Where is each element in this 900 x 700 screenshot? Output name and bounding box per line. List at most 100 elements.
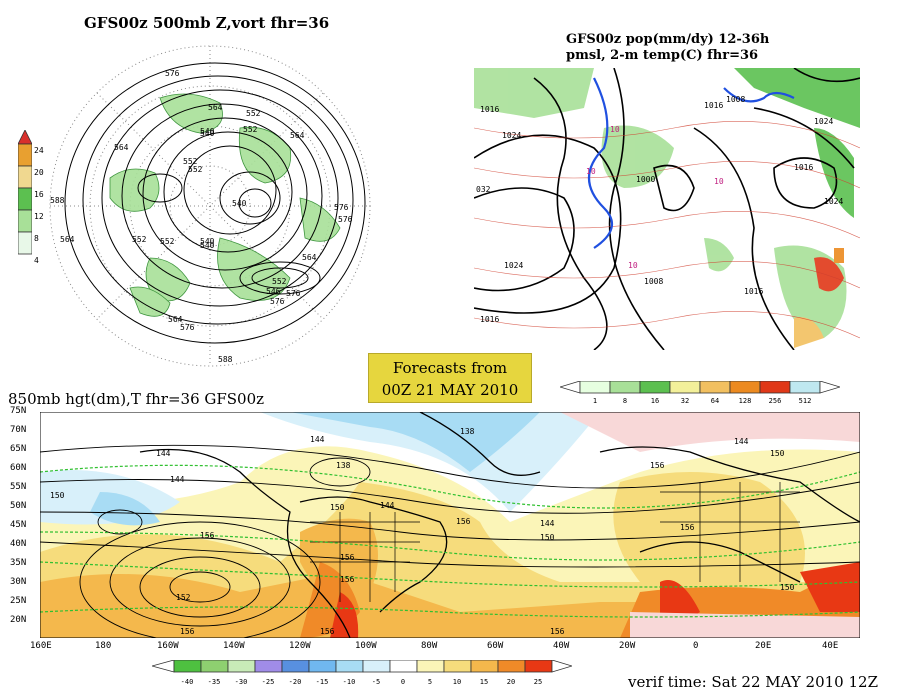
precip-label: 1024 <box>814 117 833 126</box>
h850-contour-labels: 144 144 150 156 152 156 138 144 150 156 … <box>50 427 795 636</box>
lon-label: 40E <box>822 641 839 651</box>
colorbar-tick: 20 <box>34 168 44 177</box>
lon-label: 80W <box>421 641 438 651</box>
h850-label: 144 <box>170 475 185 484</box>
precip-panel-title-1: GFS00z pop(mm/dy) 12-36h <box>566 32 770 47</box>
lon-label: 140W <box>223 641 245 651</box>
polar-contour-labels: 576 564 552 540 552 540 564 576 552 564 … <box>50 69 353 364</box>
forecast-banner: Forecasts from 00Z 21 MAY 2010 <box>368 353 532 403</box>
lon-label: 160W <box>157 641 179 651</box>
polar-label: 564 <box>290 131 305 140</box>
precip-label: 1008 <box>644 277 663 286</box>
precip-label: 032 <box>476 185 491 194</box>
h850-label: 156 <box>550 627 565 636</box>
h850-label: 150 <box>50 491 65 500</box>
colorbar-tick: 16 <box>34 190 44 199</box>
polar-label: 552 <box>160 237 175 246</box>
h850-label: 156 <box>340 575 355 584</box>
colorbar-tick: 12 <box>34 212 44 221</box>
polar-label: 540 <box>200 129 215 138</box>
polar-label: 576 <box>180 323 195 332</box>
polar-label: 564 <box>302 253 317 262</box>
precip-label: 1016 <box>704 101 723 110</box>
temperature-colorbar: -40 -35 -30 -25 -20 -15 -10 -5 0 5 10 15… <box>152 660 572 686</box>
lon-label: 160E <box>30 641 52 651</box>
banner-line-1: Forecasts from <box>392 359 508 377</box>
precip-contour-labels: 1016 1024 032 1024 1016 1008 1000 1008 1… <box>476 95 843 324</box>
precip-label: 1016 <box>480 315 499 324</box>
polar-label: 564 <box>114 143 129 152</box>
lon-label: 20E <box>755 641 772 651</box>
lat-label: 20N <box>10 615 27 625</box>
temp-tick: 0 <box>401 678 405 686</box>
h850-label: 156 <box>320 627 335 636</box>
temp-tick: -10 <box>343 678 356 686</box>
precip-shading <box>474 68 860 348</box>
temp-tick: 5 <box>428 678 432 686</box>
h850-label: 156 <box>180 627 195 636</box>
precip-tick: 128 <box>739 397 752 405</box>
h850-label: 144 <box>310 435 325 444</box>
lon-label: 60W <box>487 641 504 651</box>
polar-label: 576 <box>165 69 180 78</box>
polar-label: 576 <box>286 289 301 298</box>
h850-temperature-shading <box>40 412 860 638</box>
precip-isobars <box>474 68 860 350</box>
precip-tick: 32 <box>681 397 689 405</box>
polar-label: 552 <box>183 157 198 166</box>
temp-tick: -30 <box>235 678 248 686</box>
precip-map: 1016 1024 032 1024 1016 1008 1000 1008 1… <box>474 68 860 350</box>
polar-label: 552 <box>243 125 258 134</box>
colorbar-tick: 24 <box>34 146 44 155</box>
h850-label: 138 <box>336 461 351 470</box>
h850-label: 150 <box>540 533 555 542</box>
h850-label: 156 <box>456 517 471 526</box>
lat-label: 30N <box>10 577 27 587</box>
temp-tick: -20 <box>289 678 302 686</box>
polar-label: 546 <box>266 287 281 296</box>
polar-label: 576 <box>334 203 349 212</box>
lat-label: 70N <box>10 425 27 435</box>
h850-label: 144 <box>380 501 395 510</box>
temp-tick: 25 <box>534 678 542 686</box>
h850-label: 144 <box>734 437 749 446</box>
polar-label: 588 <box>218 355 233 364</box>
lon-label: 20W <box>619 641 636 651</box>
temp-tick: -40 <box>181 678 194 686</box>
lat-label: 50N <box>10 501 27 511</box>
polar-label: 540 <box>200 127 215 136</box>
polar-graticule <box>49 45 371 367</box>
precip-label: 10 <box>628 261 638 270</box>
h850-label: 150 <box>330 503 345 512</box>
polar-label: 552 <box>132 235 147 244</box>
colorbar-tick: 8 <box>34 234 39 243</box>
lat-label: 40N <box>10 539 27 549</box>
precip-freezing-line <box>588 77 795 249</box>
lon-label: 40W <box>553 641 570 651</box>
h850-label: 156 <box>340 553 355 562</box>
temp-tick: -15 <box>316 678 329 686</box>
precip-isotherms <box>474 121 860 339</box>
polar-label: 552 <box>188 165 203 174</box>
lat-label: 65N <box>10 444 27 454</box>
precip-tick: 256 <box>769 397 782 405</box>
lat-label: 35N <box>10 558 27 568</box>
lat-label: 25N <box>10 596 27 606</box>
polar-500mb-map: 576 564 552 540 552 540 564 576 552 564 … <box>49 45 371 367</box>
precip-label: 1000 <box>636 175 655 184</box>
polar-panel-title: GFS00z 500mb Z,vort fhr=36 <box>84 14 330 32</box>
precip-tick: 1 <box>593 397 597 405</box>
lat-label: 75N <box>10 406 27 416</box>
polar-label: 540 <box>200 241 215 250</box>
lon-label: 180 <box>95 641 112 651</box>
precip-label: 10 <box>586 167 596 176</box>
h850-map: 144 144 150 156 152 156 138 144 150 156 … <box>40 412 860 638</box>
precip-tick: 512 <box>799 397 812 405</box>
precip-label: 1016 <box>794 163 813 172</box>
precip-panel-title-2: pmsl, 2-m temp(C) fhr=36 <box>566 48 759 63</box>
lat-label: 55N <box>10 482 27 492</box>
lon-label: 0 <box>693 641 699 651</box>
polar-label: 540 <box>232 199 247 208</box>
h850-state-borders <box>310 482 800 602</box>
temp-tick: 15 <box>480 678 488 686</box>
